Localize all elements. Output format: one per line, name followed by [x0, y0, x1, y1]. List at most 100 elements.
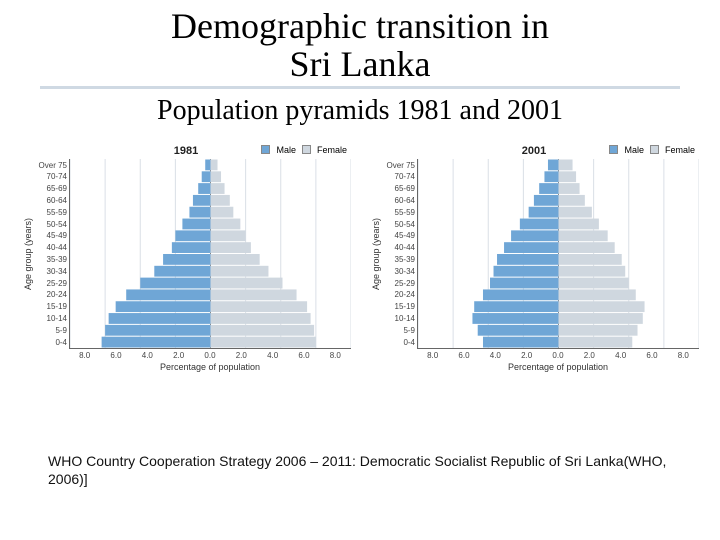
x-tick-label: 8.0 — [320, 351, 351, 360]
y-tick-label: 20-24 — [35, 290, 67, 299]
legend-label-female: Female — [317, 145, 347, 155]
x-ticks-2001: 8.06.04.02.00.02.04.06.08.0 — [417, 351, 699, 360]
bar-male — [105, 324, 210, 335]
y-tick-label: 55-59 — [383, 208, 415, 217]
legend-swatch-male — [609, 145, 618, 154]
x-ticks-1981: 8.06.04.02.00.02.04.06.08.0 — [69, 351, 351, 360]
bar-male — [529, 206, 559, 217]
bar-female — [559, 277, 629, 288]
legend-label-female: Female — [665, 145, 695, 155]
x-tick-label: 4.0 — [257, 351, 288, 360]
bar-female — [211, 301, 308, 312]
bar-female — [559, 254, 622, 265]
bar-female — [211, 324, 315, 335]
bar-male — [483, 336, 559, 347]
legend-2001: Male Female — [609, 145, 695, 155]
bar-female — [559, 336, 633, 347]
y-tick-label: 5-9 — [35, 326, 67, 335]
x-tick-label: 8.0 — [668, 351, 699, 360]
y-tick-label: 50-54 — [383, 220, 415, 229]
x-tick-label: 6.0 — [288, 351, 319, 360]
bar-female — [211, 183, 225, 194]
y-tick-label: 40-44 — [383, 243, 415, 252]
y-tick-label: 15-19 — [383, 302, 415, 311]
bar-male — [172, 242, 211, 253]
bar-male — [198, 183, 210, 194]
x-tick-label: 0.0 — [194, 351, 225, 360]
x-tick-label: 2.0 — [226, 351, 257, 360]
chart-2001: 2001 Male Female Age group (years) Over … — [369, 145, 699, 372]
y-tick-label: 30-34 — [383, 267, 415, 276]
bar-female — [211, 265, 269, 276]
x-tick-label: 4.0 — [132, 351, 163, 360]
x-tick-label: 8.0 — [417, 351, 448, 360]
y-tick-label: 25-29 — [35, 279, 67, 288]
x-tick-label: 6.0 — [448, 351, 479, 360]
bar-male — [520, 218, 559, 229]
bar-male — [193, 195, 211, 206]
bar-male — [548, 159, 559, 170]
bar-female — [559, 195, 585, 206]
bar-male — [182, 218, 210, 229]
y-tick-label: 40-44 — [35, 243, 67, 252]
bar-male — [483, 289, 559, 300]
x-axis-label-1981: Percentage of population — [69, 362, 351, 372]
y-tick-label: 15-19 — [35, 302, 67, 311]
bar-female — [559, 206, 592, 217]
bar-female — [211, 171, 222, 182]
y-tick-label: 70-74 — [383, 172, 415, 181]
bar-male — [504, 242, 558, 253]
y-ticks-1981: Over 7570-7465-6960-6455-5950-5445-4940-… — [35, 159, 69, 349]
x-tick-label: 6.0 — [100, 351, 131, 360]
y-ticks-2001: Over 7570-7465-6960-6455-5950-5445-4940-… — [383, 159, 417, 349]
y-tick-label: 60-64 — [35, 196, 67, 205]
bar-female — [559, 289, 636, 300]
y-tick-label: 65-69 — [383, 184, 415, 193]
x-tick-label: 4.0 — [480, 351, 511, 360]
legend-label-male: Male — [276, 145, 296, 155]
bar-female — [559, 265, 626, 276]
plot-area-1981 — [69, 159, 351, 349]
chart-1981: 1981 Male Female Age group (years) Over … — [21, 145, 351, 372]
x-tick-label: 2.0 — [511, 351, 542, 360]
y-tick-label: 55-59 — [35, 208, 67, 217]
x-tick-label: 0.0 — [542, 351, 573, 360]
bar-female — [559, 324, 638, 335]
bar-female — [211, 254, 260, 265]
bar-female — [211, 206, 234, 217]
bar-female — [559, 313, 643, 324]
y-tick-label: 25-29 — [383, 279, 415, 288]
x-tick-label: 2.0 — [163, 351, 194, 360]
charts-container: 1981 Male Female Age group (years) Over … — [0, 145, 720, 372]
y-tick-label: 0-4 — [35, 338, 67, 347]
x-tick-label: 2.0 — [574, 351, 605, 360]
legend-label-male: Male — [624, 145, 644, 155]
bar-male — [189, 206, 210, 217]
page-title-line1: Demographic transition in — [171, 6, 549, 46]
bar-female — [559, 171, 577, 182]
bar-male — [109, 313, 211, 324]
bar-male — [102, 336, 211, 347]
y-tick-label: 60-64 — [383, 196, 415, 205]
y-tick-label: 50-54 — [35, 220, 67, 229]
y-tick-label: 5-9 — [383, 326, 415, 335]
bar-male — [202, 171, 211, 182]
bar-female — [559, 159, 573, 170]
bar-male — [154, 265, 210, 276]
y-axis-label-2001: Age group (years) — [371, 218, 381, 290]
bar-male — [474, 301, 558, 312]
bar-female — [559, 301, 645, 312]
bar-female — [559, 230, 608, 241]
legend-1981: Male Female — [261, 145, 347, 155]
bar-male — [497, 254, 558, 265]
bar-female — [559, 242, 615, 253]
page-subtitle: Population pyramids 1981 and 2001 — [0, 95, 720, 127]
bar-female — [559, 218, 599, 229]
bar-male — [175, 230, 210, 241]
bar-male — [205, 159, 210, 170]
bar-male — [140, 277, 210, 288]
x-tick-label: 4.0 — [605, 351, 636, 360]
y-tick-label: 10-14 — [383, 314, 415, 323]
y-tick-label: 45-49 — [383, 231, 415, 240]
x-axis-label-2001: Percentage of population — [417, 362, 699, 372]
